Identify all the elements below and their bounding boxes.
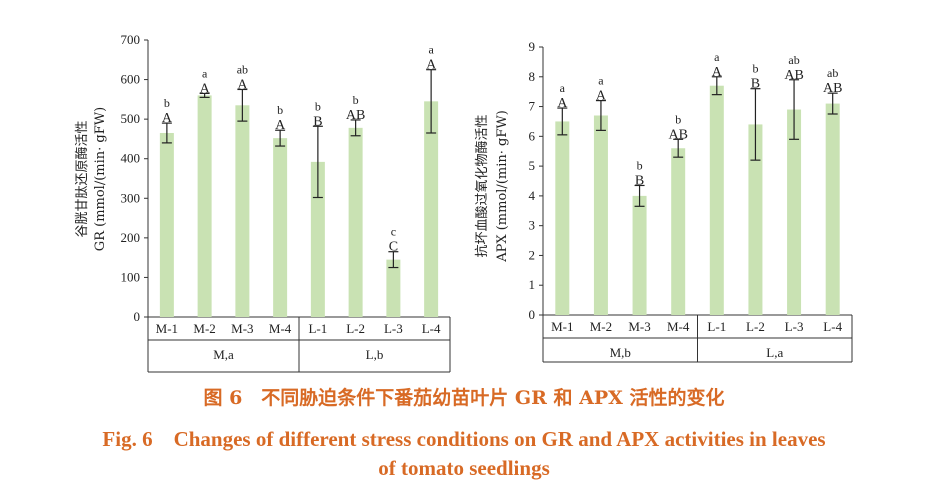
y-axis-label: APX (mmol/(min· gFW) <box>495 110 510 263</box>
y-axis-label-chinese: 抗坏血酸过氧化物酶活性 <box>474 114 490 257</box>
sig-letter-upper-case: B <box>635 173 644 188</box>
x-tick-label: L-2 <box>746 319 765 334</box>
x-tick-label: M-4 <box>269 321 292 336</box>
x-tick-label: L-2 <box>346 321 365 336</box>
y-tick-label: 500 <box>121 111 141 126</box>
sig-letter-lower-case: b <box>752 62 758 76</box>
group-label: L,a <box>766 345 783 360</box>
x-tick-label: L-1 <box>707 319 726 334</box>
sig-letter-upper-case: A <box>200 81 211 96</box>
bar <box>386 259 401 317</box>
bar <box>748 124 763 315</box>
charts-canvas: 0 100 200 300 400 500 600 700 M,a L,b Ab M-1 Aa M-2 Aa… <box>74 32 853 373</box>
sig-letter-upper-case: A <box>162 111 173 126</box>
sig-letter-lower-case: ab <box>827 66 838 80</box>
sig-letter-lower-case: a <box>598 74 604 88</box>
sig-letter-lower-case: b <box>637 158 643 172</box>
bar <box>787 109 802 316</box>
y-tick-label: 7 <box>529 99 536 114</box>
x-tick-label: L-4 <box>422 321 441 336</box>
y-tick-label: 1 <box>529 277 536 292</box>
y-tick-label: 0 <box>134 309 141 324</box>
sig-letter-lower-case: a <box>560 81 566 95</box>
sig-letter-upper-case: A <box>596 89 607 104</box>
bar <box>197 95 212 318</box>
bar <box>555 121 570 315</box>
y-tick-label: 300 <box>121 190 141 205</box>
bar <box>273 138 288 317</box>
sig-letter-upper-case: B <box>751 77 760 92</box>
sig-letter-lower-case: c <box>391 225 396 239</box>
x-tick-label: M-3 <box>231 321 253 336</box>
y-tick-label: 700 <box>121 32 141 47</box>
bar <box>671 148 686 315</box>
bar <box>424 101 439 317</box>
gr-chart: 0 100 200 300 400 500 600 700 M,a L,b Ab M-1 Aa M-2 Aa… <box>74 32 451 373</box>
x-tick-label: M-4 <box>667 319 690 334</box>
y-tick-label: 600 <box>121 72 141 87</box>
y-tick-label: 8 <box>529 69 536 84</box>
bar <box>310 161 325 317</box>
x-tick-label: M-3 <box>628 319 650 334</box>
sig-letter-lower-case: b <box>675 112 681 126</box>
bar <box>825 103 840 315</box>
group-label: M,a <box>213 347 234 362</box>
y-tick-label: 400 <box>121 151 141 166</box>
sig-letter-lower-case: a <box>714 50 720 64</box>
sig-letter-upper-case: A <box>426 58 437 73</box>
sig-letter-lower-case: a <box>202 66 208 80</box>
x-tick-label: L-3 <box>384 321 403 336</box>
sig-letter-upper-case: C <box>389 240 398 255</box>
x-tick-label: M-2 <box>193 321 215 336</box>
sig-letter-upper-case: A <box>275 118 286 133</box>
x-tick-label: L-3 <box>785 319 804 334</box>
bar <box>709 85 724 315</box>
y-axis-label-chinese: 谷胱甘肽还原酶活性 <box>74 120 90 237</box>
sig-letter-upper-case: AB <box>784 68 803 83</box>
bar <box>593 115 608 315</box>
sig-letter-lower-case: ab <box>788 53 799 67</box>
sig-letter-lower-case: ab <box>237 62 248 76</box>
bar <box>235 105 250 318</box>
sig-letter-lower-case: b <box>164 96 170 110</box>
bar <box>632 195 647 315</box>
sig-letter-lower-case: a <box>428 43 434 57</box>
bar <box>159 132 174 317</box>
x-tick-label: M-1 <box>551 319 573 334</box>
sig-letter-lower-case: b <box>277 103 283 117</box>
sig-letter-upper-case: AB <box>346 108 365 123</box>
x-tick-label: M-2 <box>590 319 612 334</box>
group-label: M,b <box>610 345 631 360</box>
y-tick-label: 3 <box>529 218 536 233</box>
sig-letter-upper-case: AB <box>668 127 687 142</box>
y-tick-label: 2 <box>529 247 536 262</box>
y-axis-label: GR (mmol/(min· gFW) <box>93 107 108 251</box>
caption-english-line2: of tomato seedlings <box>378 456 550 480</box>
y-tick-label: 6 <box>529 128 536 143</box>
group-label: L,b <box>366 347 384 362</box>
sig-letter-upper-case: A <box>712 65 723 80</box>
y-tick-label: 5 <box>529 158 536 173</box>
sig-letter-upper-case: AB <box>823 81 842 96</box>
y-tick-label: 0 <box>529 307 536 322</box>
y-tick-label: 200 <box>121 230 141 245</box>
x-tick-label: L-1 <box>308 321 327 336</box>
caption-english-line1: Fig. 6 Changes of different stress condi… <box>102 427 826 451</box>
y-tick-label: 9 <box>529 39 536 54</box>
bar <box>348 127 363 317</box>
sig-letter-lower-case: b <box>353 93 359 107</box>
y-tick-label: 100 <box>121 269 141 284</box>
caption-chinese: 图 6 不同胁迫条件下番茄幼苗叶片 GR 和 APX 活性的变化 <box>203 387 725 409</box>
x-tick-label: M-1 <box>156 321 178 336</box>
sig-letter-lower-case: b <box>315 99 321 113</box>
y-tick-label: 4 <box>529 188 536 203</box>
sig-letter-upper-case: A <box>557 96 568 111</box>
x-tick-label: L-4 <box>823 319 842 334</box>
sig-letter-upper-case: B <box>313 114 322 129</box>
sig-letter-upper-case: A <box>237 77 248 92</box>
